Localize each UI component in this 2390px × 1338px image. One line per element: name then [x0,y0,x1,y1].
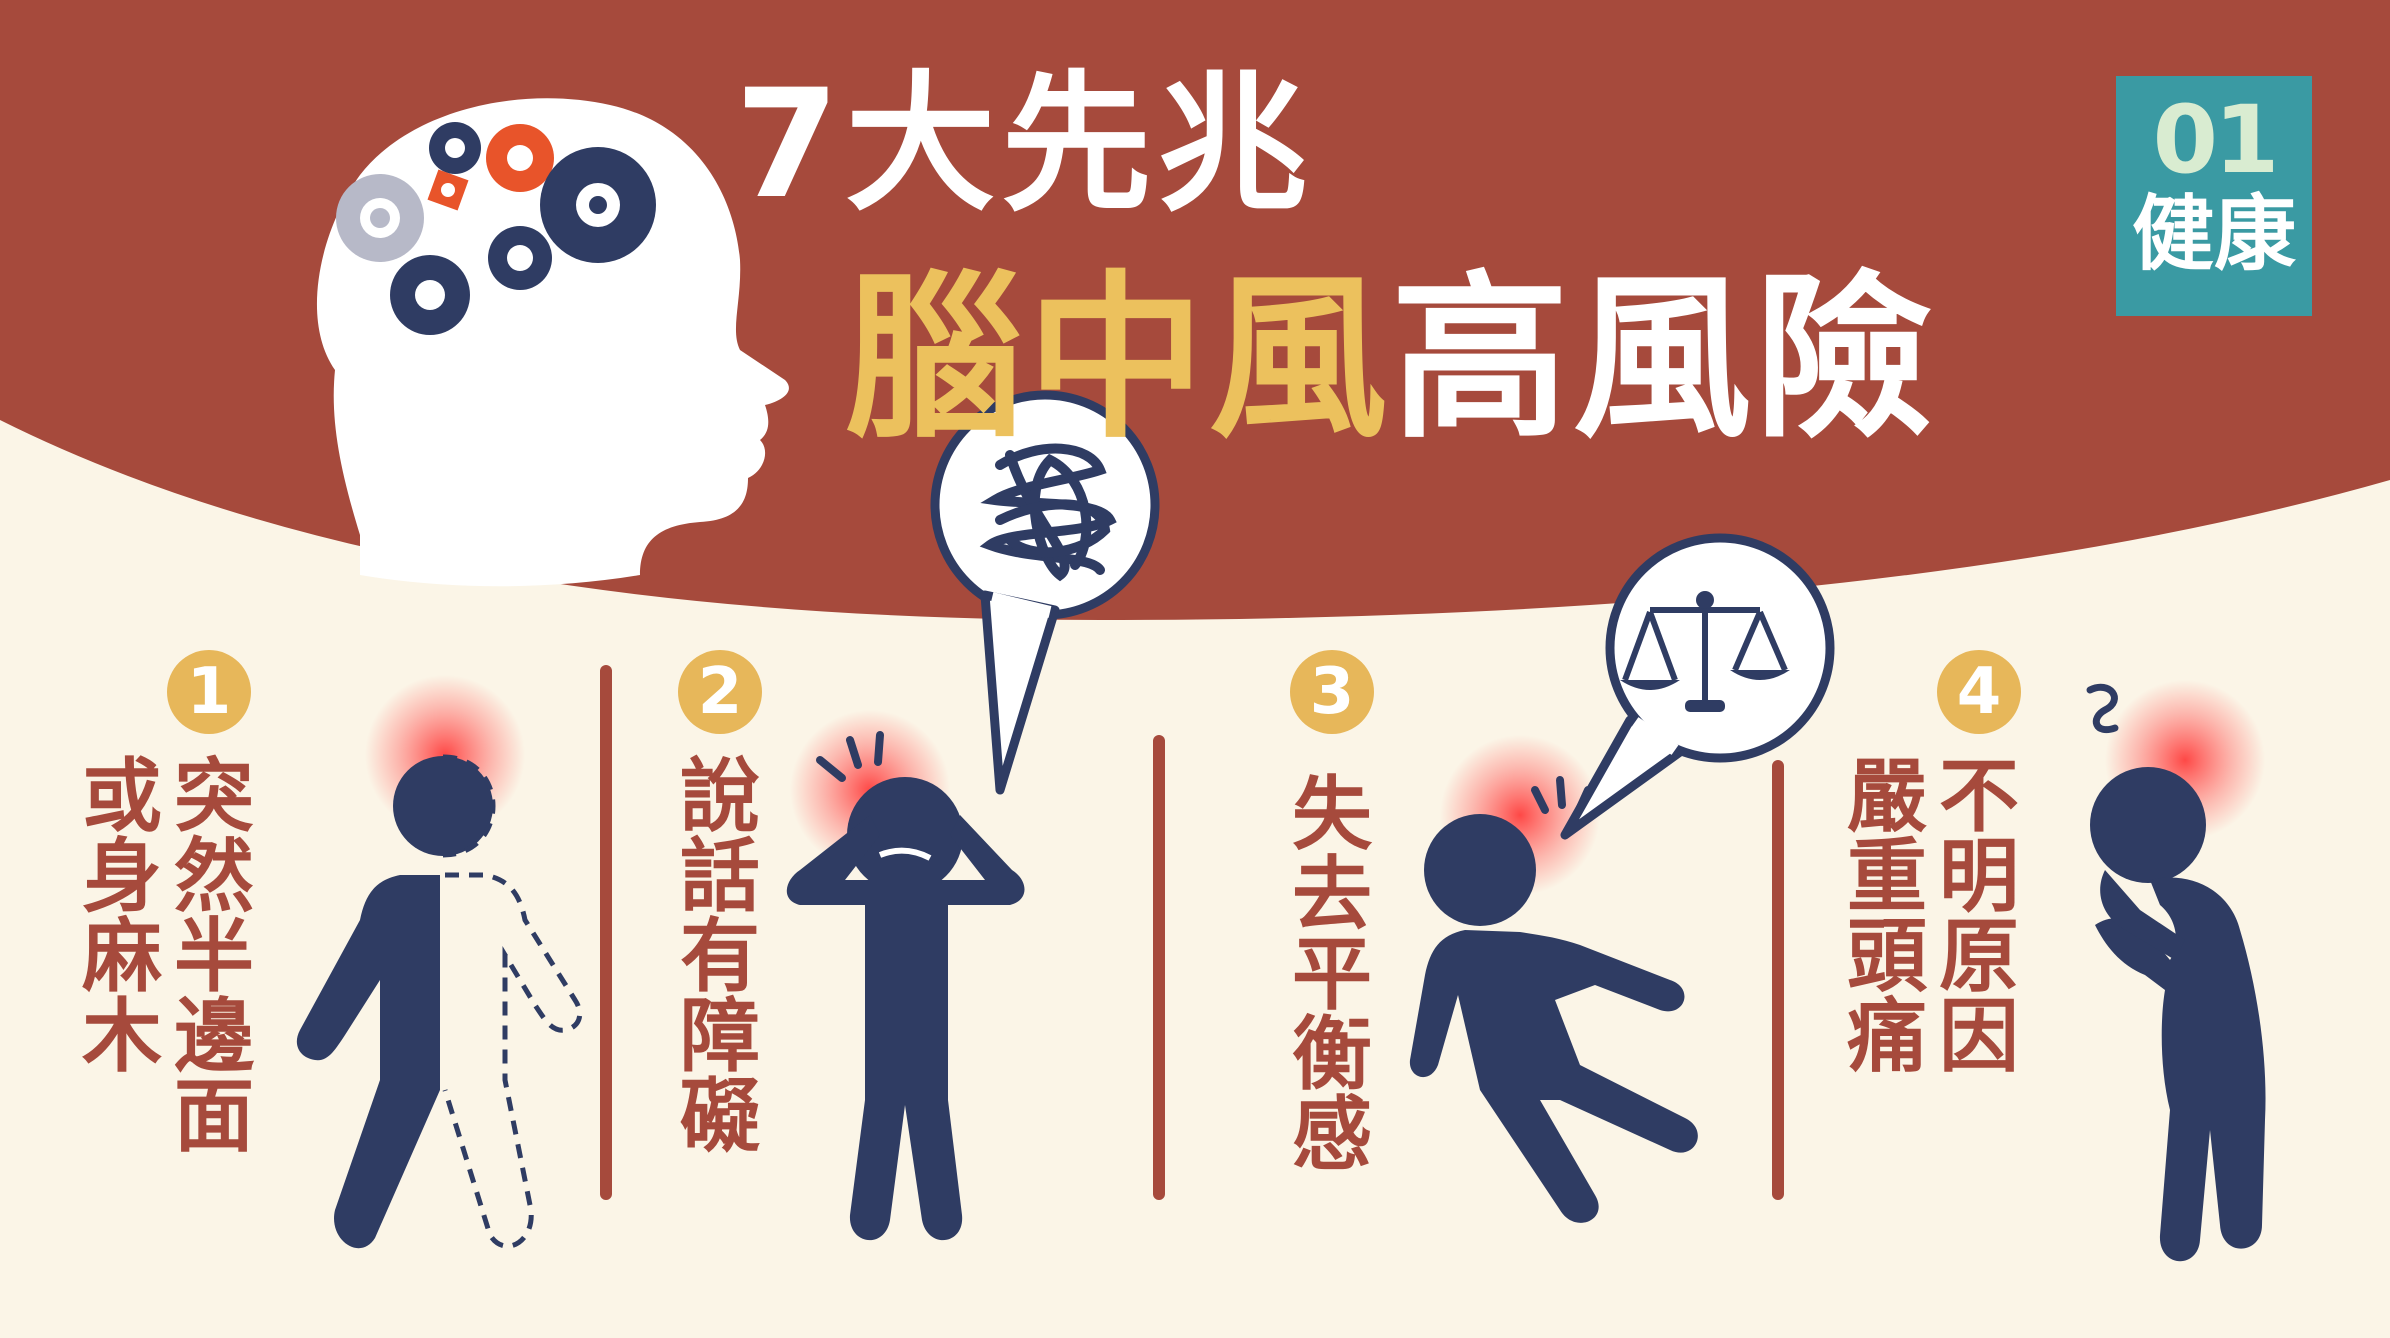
divider-3 [1772,760,1784,1200]
brand-logo: 01 健康 [2116,76,2312,316]
symptom-1-text-left: 或身麻木 [82,750,162,1083]
divider-1 [600,665,612,1200]
symptom-4-text-left: 嚴重頭痛 [1847,750,1927,1083]
title-line-2: 腦中風高風險 [845,270,1937,448]
symptom-3-badge: 3 [1290,650,1374,734]
head-with-gears-icon [316,98,789,587]
symptom-2-badge: 2 [678,650,762,734]
logo-number: 01 [2152,86,2280,195]
symptom-2-text: 說話有障礙 [680,750,760,1163]
title-highlight: 腦中風 [845,255,1391,462]
tangled-speech-bubble-icon [930,390,1160,795]
severe-headache-figure-icon [2086,680,2266,1262]
symptom-3-text: 失去平衡感 [1292,768,1372,1181]
balance-scale-icon [1560,533,1835,840]
loss-of-balance-figure-icon [1409,735,1698,1223]
half-numb-figure-icon [296,675,583,1249]
title-rest: 高風險 [1391,255,1937,462]
divider-2 [1153,735,1165,1200]
symptom-4-text-right: 不明原因 [1939,750,2019,1083]
title-line-1: 7大先兆 [735,58,1314,232]
symptom-4-badge: 4 [1937,650,2021,734]
speech-difficulty-figure-icon [786,710,1025,1241]
symptom-1-text-right: 突然半邊面 [174,750,254,1163]
symptom-1-badge: 1 [167,650,251,734]
logo-word: 健康 [2131,187,2296,282]
